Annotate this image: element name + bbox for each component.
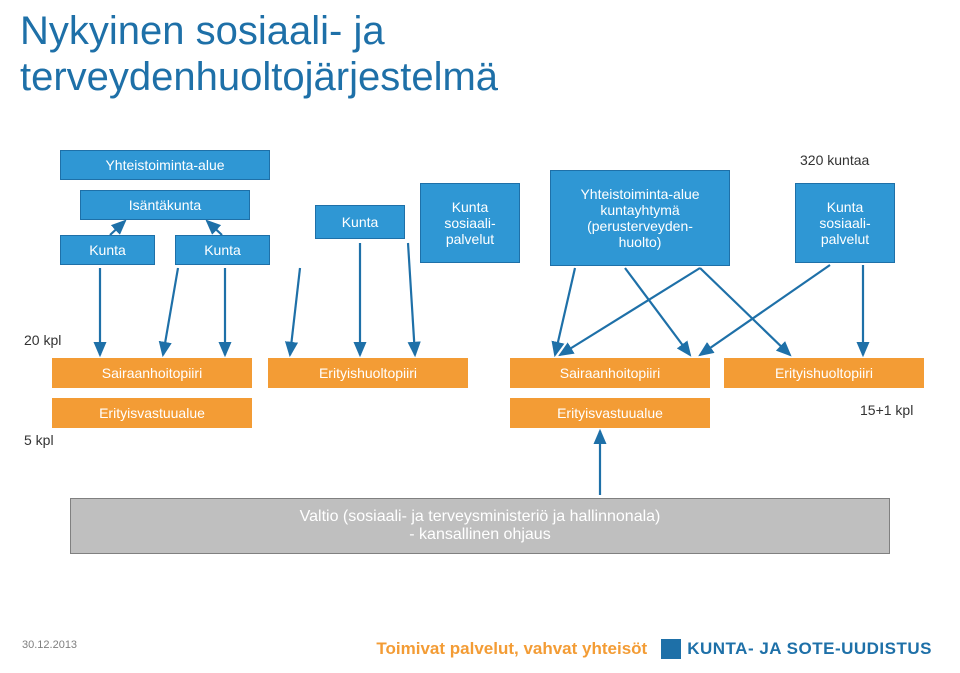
label-15plus1-kpl: 15+1 kpl (860, 402, 913, 418)
footer-date: 30.12.2013 (22, 639, 77, 651)
footer-slogan: Toimivat palvelut, vahvat yhteisöt (376, 639, 647, 659)
footer: Toimivat palvelut, vahvat yhteisöt KUNTA… (376, 639, 932, 659)
box-kunta_b: Kunta (175, 235, 270, 265)
box-ehp1: Erityishuoltopiiri (268, 358, 468, 388)
box-kunta_sos2: Kunta sosiaali- palvelut (795, 183, 895, 263)
box-valtio: Valtio (sosiaali- ja terveysministeriö j… (70, 498, 890, 554)
box-yta: Yhteistoiminta-alue (60, 150, 270, 180)
title-line-1: Nykyinen sosiaali- ja (20, 9, 385, 53)
box-shp1: Sairaanhoitopiiri (52, 358, 252, 388)
label-5-kpl: 5 kpl (24, 432, 54, 448)
title-line-2: terveydenhuoltojärjestelmä (20, 55, 498, 99)
arrows-layer (0, 0, 960, 673)
box-erva1: Erityisvastuualue (52, 398, 252, 428)
logo-square-icon (661, 639, 681, 659)
label-20-kpl: 20 kpl (24, 332, 61, 348)
page-title: Nykyinen sosiaali- ja terveydenhuoltojär… (20, 8, 498, 100)
box-erva2: Erityisvastuualue (510, 398, 710, 428)
box-shp2: Sairaanhoitopiiri (510, 358, 710, 388)
label-320-kuntaa: 320 kuntaa (800, 152, 869, 168)
box-isanta: Isäntäkunta (80, 190, 250, 220)
footer-logo: KUNTA- JA SOTE-UUDISTUS (661, 639, 932, 659)
box-kunta_a: Kunta (60, 235, 155, 265)
box-yta2: Yhteistoiminta-alue kuntayhtymä (peruste… (550, 170, 730, 266)
box-ehp2: Erityishuoltopiiri (724, 358, 924, 388)
footer-logo-text: KUNTA- JA SOTE-UUDISTUS (687, 639, 932, 659)
box-kunta_sos1: Kunta sosiaali- palvelut (420, 183, 520, 263)
box-kunta_c: Kunta (315, 205, 405, 239)
